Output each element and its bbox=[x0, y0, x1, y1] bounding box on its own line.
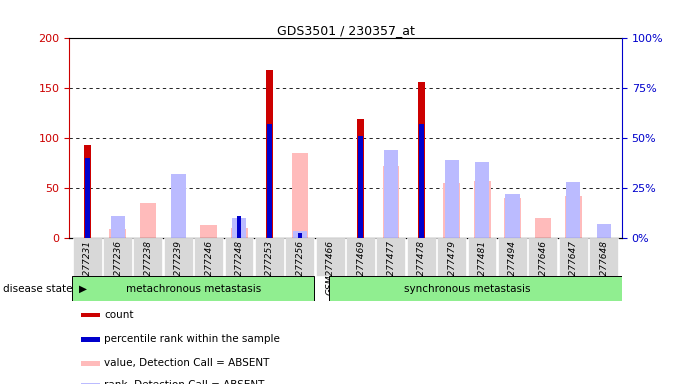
FancyBboxPatch shape bbox=[164, 238, 193, 276]
Text: GSM277478: GSM277478 bbox=[417, 240, 426, 295]
FancyBboxPatch shape bbox=[103, 238, 132, 276]
Bar bbox=[383, 166, 399, 238]
Bar bbox=[81, 361, 100, 366]
Text: GSM277256: GSM277256 bbox=[296, 240, 305, 295]
Bar bbox=[474, 181, 491, 238]
Bar bbox=[232, 218, 246, 238]
FancyBboxPatch shape bbox=[255, 238, 284, 276]
Text: GSM277646: GSM277646 bbox=[538, 240, 547, 295]
FancyBboxPatch shape bbox=[529, 238, 557, 276]
Text: disease state  ▶: disease state ▶ bbox=[3, 284, 88, 294]
Bar bbox=[109, 229, 126, 238]
Bar bbox=[85, 158, 90, 238]
Text: GSM277238: GSM277238 bbox=[144, 240, 153, 295]
Bar bbox=[298, 233, 302, 238]
Bar bbox=[444, 183, 460, 238]
FancyBboxPatch shape bbox=[133, 238, 162, 276]
FancyBboxPatch shape bbox=[498, 238, 527, 276]
Text: GSM277236: GSM277236 bbox=[113, 240, 122, 295]
Bar bbox=[535, 218, 551, 238]
Bar bbox=[266, 70, 274, 238]
FancyBboxPatch shape bbox=[329, 276, 646, 301]
FancyBboxPatch shape bbox=[589, 238, 618, 276]
Text: percentile rank within the sample: percentile rank within the sample bbox=[104, 334, 281, 344]
Text: GSM277479: GSM277479 bbox=[447, 240, 456, 295]
Text: GSM277481: GSM277481 bbox=[477, 240, 486, 295]
FancyBboxPatch shape bbox=[346, 238, 375, 276]
Text: GSM277469: GSM277469 bbox=[356, 240, 365, 295]
Text: metachronous metastasis: metachronous metastasis bbox=[126, 284, 261, 294]
Bar bbox=[111, 216, 125, 238]
Bar bbox=[475, 162, 489, 238]
Title: GDS3501 / 230357_at: GDS3501 / 230357_at bbox=[276, 24, 415, 37]
Bar bbox=[237, 216, 241, 238]
FancyBboxPatch shape bbox=[377, 238, 406, 276]
Text: GSM277231: GSM277231 bbox=[83, 240, 92, 295]
FancyBboxPatch shape bbox=[559, 238, 587, 276]
Bar bbox=[81, 383, 100, 384]
FancyBboxPatch shape bbox=[285, 238, 314, 276]
Bar bbox=[81, 337, 100, 342]
FancyBboxPatch shape bbox=[194, 238, 223, 276]
Bar bbox=[359, 136, 363, 238]
Text: GSM277648: GSM277648 bbox=[599, 240, 608, 295]
Bar bbox=[505, 194, 520, 238]
Text: count: count bbox=[104, 310, 134, 320]
Text: GSM277494: GSM277494 bbox=[508, 240, 517, 295]
Bar bbox=[357, 119, 364, 238]
Bar bbox=[171, 174, 186, 238]
Bar bbox=[200, 225, 217, 238]
Text: GSM277477: GSM277477 bbox=[386, 240, 395, 295]
Text: GSM277466: GSM277466 bbox=[326, 240, 335, 295]
FancyBboxPatch shape bbox=[468, 238, 496, 276]
Bar bbox=[84, 145, 91, 238]
FancyBboxPatch shape bbox=[437, 238, 466, 276]
Text: GSM277246: GSM277246 bbox=[205, 240, 214, 295]
Bar bbox=[231, 228, 247, 238]
Text: GSM277248: GSM277248 bbox=[235, 240, 244, 295]
FancyBboxPatch shape bbox=[225, 238, 254, 276]
Text: rank, Detection Call = ABSENT: rank, Detection Call = ABSENT bbox=[104, 380, 265, 384]
Bar bbox=[417, 82, 425, 238]
Bar bbox=[419, 124, 424, 238]
Bar bbox=[267, 124, 272, 238]
Bar bbox=[445, 160, 459, 238]
Bar bbox=[81, 313, 100, 318]
FancyBboxPatch shape bbox=[72, 276, 314, 301]
Bar bbox=[384, 150, 398, 238]
Text: value, Detection Call = ABSENT: value, Detection Call = ABSENT bbox=[104, 358, 269, 368]
Bar bbox=[292, 153, 308, 238]
Bar bbox=[504, 198, 521, 238]
Text: GSM277647: GSM277647 bbox=[569, 240, 578, 295]
Bar bbox=[596, 224, 611, 238]
Text: GSM277253: GSM277253 bbox=[265, 240, 274, 295]
Text: GSM277239: GSM277239 bbox=[174, 240, 183, 295]
Bar bbox=[140, 203, 156, 238]
FancyBboxPatch shape bbox=[316, 238, 345, 276]
Bar bbox=[565, 196, 582, 238]
FancyBboxPatch shape bbox=[73, 238, 102, 276]
Bar bbox=[293, 231, 307, 238]
Bar bbox=[566, 182, 580, 238]
FancyBboxPatch shape bbox=[407, 238, 436, 276]
Text: synchronous metastasis: synchronous metastasis bbox=[404, 284, 530, 294]
